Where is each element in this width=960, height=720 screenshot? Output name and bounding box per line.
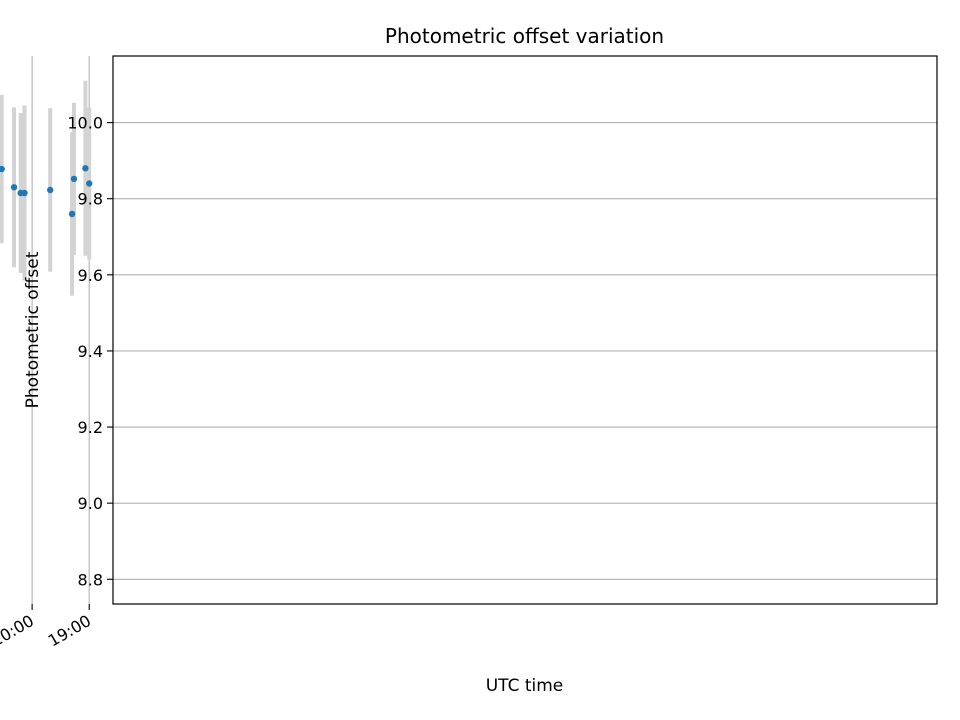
plot-frame bbox=[112, 55, 938, 605]
data-point bbox=[70, 175, 78, 183]
data-point bbox=[17, 189, 24, 197]
data-point bbox=[82, 165, 89, 172]
grid-lines bbox=[31, 56, 937, 604]
y-axis-label: Photometric offset bbox=[23, 251, 43, 408]
data-point bbox=[10, 184, 18, 191]
data-point bbox=[86, 180, 93, 187]
data-point bbox=[47, 186, 54, 194]
x-axis-label: UTC time bbox=[486, 676, 564, 696]
data-point bbox=[68, 210, 76, 218]
y-tick-label: 10.0 bbox=[67, 114, 103, 133]
y-tick-label: 9.6 bbox=[78, 266, 103, 285]
y-tick-label: 9.4 bbox=[78, 342, 103, 361]
y-tick-label: 8.8 bbox=[78, 570, 103, 589]
y-tick-label: 9.2 bbox=[78, 418, 103, 437]
y-tick-label: 9.8 bbox=[78, 190, 103, 209]
chart-title: Photometric offset variation bbox=[385, 24, 664, 48]
y-tick-label: 9.0 bbox=[78, 494, 103, 513]
data-points bbox=[0, 165, 93, 218]
data-point bbox=[0, 165, 5, 173]
